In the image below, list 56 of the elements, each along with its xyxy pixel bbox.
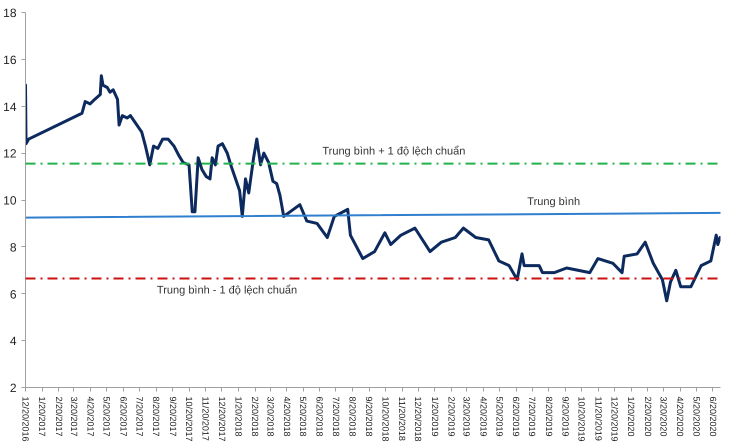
x-tick-label: 6/20/2018 (314, 396, 325, 437)
series-label: Trung bình (527, 196, 580, 208)
x-tick-label: 4/20/2019 (478, 396, 488, 437)
x-tick-label: 4/20/2017 (86, 396, 96, 437)
x-tick-label: 5/20/2019 (494, 396, 504, 437)
x-tick-label: 7/20/2019 (527, 396, 538, 437)
x-tick-label: 12/20/2018 (413, 396, 424, 442)
ref-line-label: Trung bình - 1 độ lệch chuẩn (156, 284, 298, 297)
y-tick-label: 10 (3, 194, 17, 208)
x-tick-label: 9/20/2017 (168, 396, 178, 437)
x-tick-label: 2/20/2017 (54, 396, 64, 437)
x-tick-label: 2/20/2018 (250, 396, 260, 437)
x-tick-label: 3/20/2018 (265, 396, 276, 437)
x-tick-label: 8/20/2017 (151, 396, 162, 437)
x-tick-label: 10/20/2018 (380, 396, 390, 442)
x-tick-label: 6/20/2020 (708, 396, 718, 437)
y-tick-label: 6 (10, 287, 17, 302)
x-tick-label: 11/20/2019 (593, 396, 604, 441)
x-tick-label: 4/20/2020 (675, 396, 686, 437)
x-tick-label: 7/20/2018 (330, 396, 341, 437)
x-tick-label: 4/20/2018 (282, 396, 292, 437)
x-tick-label: 5/20/2020 (691, 396, 702, 437)
x-tick-label: 11/20/2018 (397, 396, 408, 441)
x-tick-label: 12/20/2017 (216, 396, 227, 442)
ref-line-label: Trung bình + 1 độ lệch chuẩn (322, 146, 466, 158)
x-tick-label: 3/20/2020 (658, 396, 668, 437)
x-tick-label: 11/20/2017 (200, 396, 211, 441)
y-tick-label: 14 (3, 100, 17, 114)
y-tick-label: 16 (3, 52, 17, 67)
x-tick-label: 9/20/2019 (560, 396, 571, 437)
x-tick-label: 1/20/2017 (37, 396, 48, 437)
x-tick-label: 1/20/2018 (234, 396, 244, 437)
x-tick-label: 12/20/2019 (610, 396, 620, 442)
x-tick-label: 1/20/2020 (626, 396, 636, 437)
x-tick-label: 10/20/2019 (576, 396, 587, 442)
y-tick-label: 8 (10, 240, 17, 254)
y-tick-label: 18 (3, 6, 17, 20)
x-tick-label: 8/20/2019 (544, 396, 554, 437)
x-tick-label: 5/20/2017 (102, 396, 112, 437)
x-tick-label: 1/20/2019 (430, 396, 440, 437)
x-tick-label: 6/20/2017 (118, 396, 128, 437)
y-tick-label: 12 (3, 146, 17, 161)
x-tick-label: 9/20/2018 (364, 396, 374, 437)
x-tick-label: 3/20/2017 (68, 396, 79, 437)
x-tick-label: 12/20/2016 (20, 396, 30, 442)
y-tick-label: 4 (10, 334, 17, 348)
x-tick-label: 2/20/2020 (642, 396, 653, 437)
x-tick-label: 2/20/2019 (446, 396, 457, 437)
x-tick-label: 10/20/2017 (184, 396, 194, 442)
y-tick-label: 2 (10, 381, 17, 395)
x-tick-label: 6/20/2019 (511, 396, 522, 437)
x-tick-label: 8/20/2018 (348, 396, 358, 437)
x-tick-label: 7/20/2017 (134, 396, 145, 437)
line-series (26, 74, 720, 302)
x-tick-label: 3/20/2019 (462, 396, 472, 437)
x-tick-label: 5/20/2018 (298, 396, 308, 437)
